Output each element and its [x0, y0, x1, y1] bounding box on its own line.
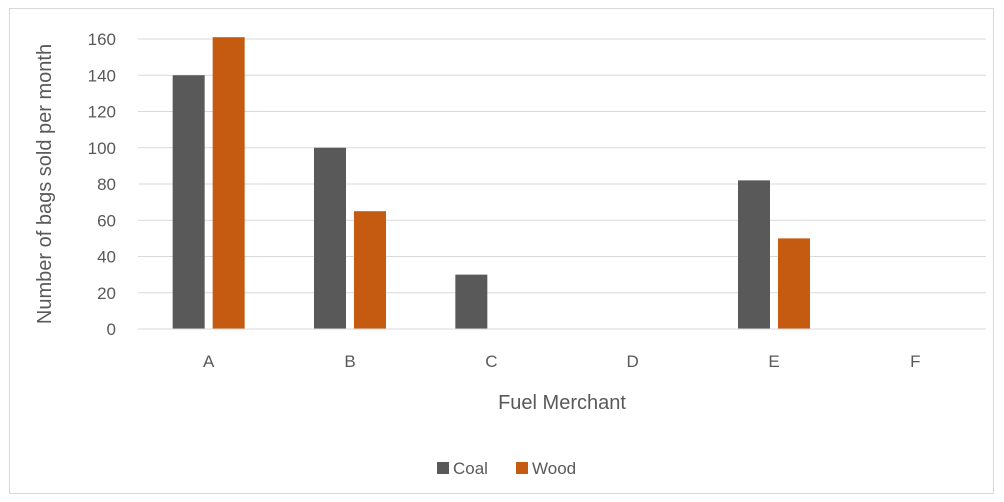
- x-tick-label: D: [627, 352, 639, 371]
- x-tick-label: B: [344, 352, 355, 371]
- legend-label-wood: Wood: [532, 459, 576, 478]
- legend-swatch-coal: [437, 462, 449, 474]
- x-tick-label: C: [485, 352, 497, 371]
- legend-label-coal: Coal: [453, 459, 488, 478]
- bar-wood-e: [778, 238, 810, 329]
- y-tick-label: 80: [97, 175, 116, 194]
- y-tick-label: 100: [88, 139, 116, 158]
- bar-wood-a: [212, 37, 245, 329]
- y-tick-label: 120: [88, 103, 116, 122]
- y-tick-label: 0: [107, 320, 116, 339]
- bar-coal-e: [738, 180, 770, 329]
- x-tick-label: E: [768, 352, 779, 371]
- gridlines: [138, 38, 986, 294]
- y-tick-label: 160: [88, 30, 116, 49]
- x-axis-title: Fuel Merchant: [498, 392, 626, 414]
- y-axis-title: Number of bags sold per month: [34, 44, 56, 324]
- legend-swatch-wood: [516, 462, 528, 474]
- legend: Coal Wood: [437, 459, 576, 478]
- x-axis-ticks: A B C D E F: [203, 352, 921, 371]
- x-tick-label: F: [910, 352, 920, 371]
- y-tick-label: 20: [97, 284, 116, 303]
- y-axis-ticks: 0 20 40 60 80 100 120 140 160: [88, 30, 116, 339]
- y-tick-label: 60: [97, 211, 116, 230]
- bar-coal-b: [314, 147, 346, 329]
- bars: [172, 37, 810, 329]
- bar-coal-c: [455, 274, 488, 329]
- bar-wood-b: [354, 211, 386, 329]
- y-tick-label: 140: [88, 66, 116, 85]
- bar-coal-a: [172, 75, 205, 329]
- x-tick-label: A: [203, 352, 215, 371]
- y-tick-label: 40: [97, 248, 116, 267]
